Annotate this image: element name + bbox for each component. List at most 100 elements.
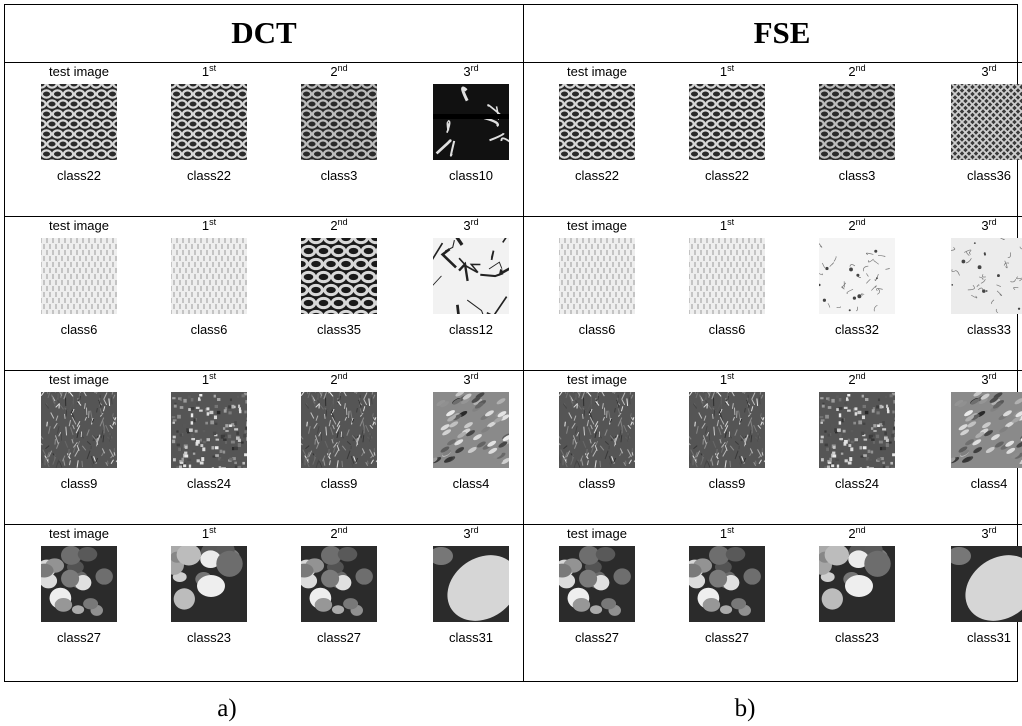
- rank-text: 1: [201, 218, 210, 233]
- rank-label: 3rd: [934, 372, 1022, 388]
- result-cell: 1st class6: [672, 218, 782, 338]
- row-separator: [4, 370, 522, 371]
- rank-text: 2: [848, 526, 856, 541]
- texture-grass: [301, 392, 377, 468]
- rank-text: 1: [719, 64, 728, 79]
- texture-cells: [433, 84, 509, 160]
- row-separator: [4, 62, 522, 63]
- class-label: class24: [834, 476, 880, 491]
- class-label: class3: [320, 168, 358, 183]
- class-label: class33: [966, 322, 1012, 337]
- result-cell: test image class9: [542, 372, 652, 492]
- texture-image: [819, 546, 895, 622]
- rank-label: 1st: [154, 372, 264, 388]
- texture-ripple: [433, 392, 509, 468]
- class-label: class23: [186, 630, 232, 645]
- row-separator: [522, 370, 1022, 371]
- texture-gravel: [171, 392, 247, 468]
- texture-image: [559, 84, 635, 160]
- rank-text: 3: [463, 64, 471, 79]
- rank-text: 3: [981, 218, 989, 233]
- texture-mesh: [171, 84, 247, 160]
- panel-b-title: FSE: [753, 15, 811, 50]
- result-cell: test image class22: [542, 64, 652, 184]
- result-cell: 3rd class4: [934, 372, 1022, 492]
- class-label: class9: [578, 476, 616, 491]
- row-separator: [522, 216, 1022, 217]
- rank-text: 2: [330, 218, 338, 233]
- rank-text: 2: [330, 372, 338, 387]
- rank-label: 2nd: [802, 218, 912, 234]
- rank-label: 1st: [154, 218, 264, 234]
- rank-text: 1: [201, 64, 210, 79]
- rank-text: 1: [201, 372, 210, 387]
- rank-text: test image: [49, 64, 109, 79]
- class-label: class4: [970, 476, 1008, 491]
- result-cell: 1st class22: [672, 64, 782, 184]
- panel-divider: [523, 5, 524, 681]
- rank-label: 3rd: [934, 526, 1022, 542]
- rank-label: test image: [24, 218, 134, 234]
- rank-suffix: nd: [337, 371, 348, 381]
- class-label: class23: [834, 630, 880, 645]
- texture-image: [301, 546, 377, 622]
- rank-label: 3rd: [416, 64, 526, 80]
- rank-suffix: rd: [470, 63, 479, 73]
- result-cell: 2nd class24: [802, 372, 912, 492]
- texture-image: [951, 238, 1022, 314]
- rank-label: test image: [542, 372, 652, 388]
- texture-image: [41, 392, 117, 468]
- rank-label: 2nd: [802, 526, 912, 542]
- class-label: class27: [574, 630, 620, 645]
- texture-boulder: [433, 546, 509, 622]
- result-cell: 1st class27: [672, 526, 782, 646]
- texture-image: [689, 392, 765, 468]
- row-separator: [522, 524, 1022, 525]
- result-cell: 2nd class9: [284, 372, 394, 492]
- rank-suffix: st: [209, 217, 217, 227]
- texture-image: [41, 546, 117, 622]
- texture-speckle2: [951, 238, 1022, 314]
- class-label: class9: [320, 476, 358, 491]
- texture-weave: [559, 238, 635, 314]
- texture-image: [559, 546, 635, 622]
- rank-suffix: st: [727, 63, 735, 73]
- texture-gravel: [819, 392, 895, 468]
- rank-suffix: st: [209, 525, 217, 535]
- rank-label: 1st: [672, 218, 782, 234]
- texture-ripple: [951, 392, 1022, 468]
- rank-text: 3: [981, 526, 989, 541]
- rank-label: test image: [542, 64, 652, 80]
- class-label: class27: [704, 630, 750, 645]
- class-label: class4: [452, 476, 490, 491]
- texture-mesh2: [819, 84, 895, 160]
- rank-text: 3: [981, 372, 989, 387]
- result-cell: 3rd class4: [416, 372, 526, 492]
- rank-label: 2nd: [802, 64, 912, 80]
- rank-text: 3: [981, 64, 989, 79]
- texture-weave: [171, 238, 247, 314]
- row-separator: [4, 524, 522, 525]
- rank-text: test image: [567, 372, 627, 387]
- texture-stones: [171, 546, 247, 622]
- texture-speckle: [819, 238, 895, 314]
- result-cell: 1st class24: [154, 372, 264, 492]
- rank-label: 2nd: [284, 526, 394, 542]
- rank-label: test image: [24, 526, 134, 542]
- result-cell: test image class6: [542, 218, 652, 338]
- rank-suffix: nd: [855, 525, 866, 535]
- texture-image: [433, 84, 509, 160]
- rank-text: test image: [49, 218, 109, 233]
- rank-suffix: st: [727, 371, 735, 381]
- texture-image: [559, 392, 635, 468]
- result-cell: 1st class6: [154, 218, 264, 338]
- rank-text: 2: [848, 218, 856, 233]
- rank-suffix: rd: [988, 525, 997, 535]
- texture-diamond: [951, 84, 1022, 160]
- rank-label: 2nd: [802, 372, 912, 388]
- class-label: class6: [708, 322, 746, 337]
- rank-label: test image: [542, 526, 652, 542]
- rank-suffix: nd: [855, 217, 866, 227]
- texture-image: [689, 84, 765, 160]
- caption-b: b): [734, 695, 756, 722]
